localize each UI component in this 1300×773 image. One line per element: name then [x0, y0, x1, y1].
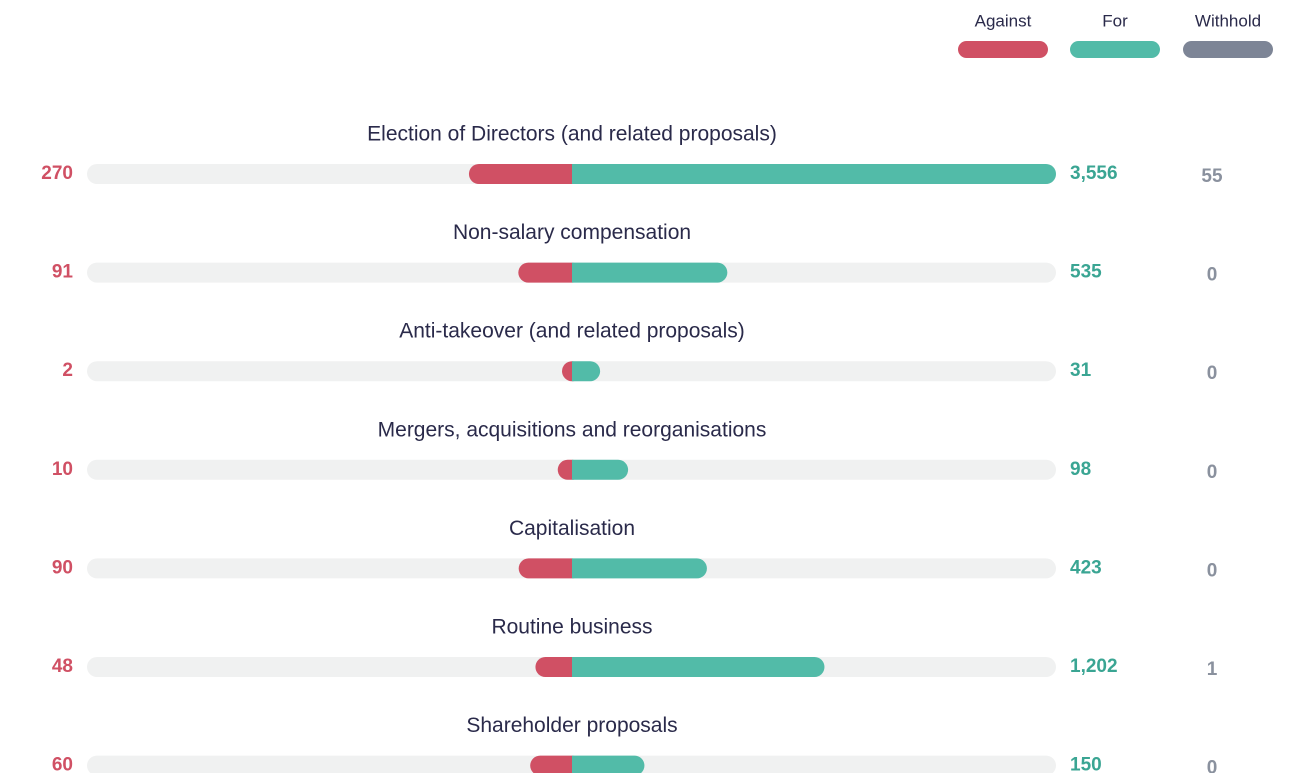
against-bar	[468, 164, 582, 184]
for-bar	[572, 361, 601, 382]
withhold-value: 0	[1207, 363, 1218, 384]
category-label: Anti-takeover (and related proposals)	[399, 320, 745, 343]
for-value: 31	[1070, 360, 1092, 381]
against-value: 10	[52, 459, 73, 480]
against-value: 91	[52, 262, 74, 283]
against-value: 90	[52, 557, 73, 578]
category-label: Mergers, acquisitions and reorganisation…	[378, 418, 767, 441]
legend-swatch	[1183, 41, 1273, 58]
for-value: 150	[1070, 755, 1102, 773]
legend-swatch	[1070, 41, 1160, 58]
for-value: 98	[1070, 459, 1091, 480]
for-bar	[572, 459, 629, 480]
withhold-value: 0	[1207, 462, 1218, 483]
against-bar	[530, 755, 582, 773]
against-value: 48	[52, 656, 73, 677]
against-bar	[518, 262, 582, 283]
withhold-value: 0	[1207, 560, 1218, 581]
for-value: 1,202	[1070, 656, 1118, 677]
legend-label: Against	[975, 11, 1032, 30]
for-bar	[572, 164, 1056, 184]
for-bar	[572, 657, 825, 677]
category-label: Routine business	[491, 616, 652, 639]
withhold-value: 0	[1207, 265, 1218, 286]
for-value: 535	[1070, 262, 1102, 283]
for-bar	[572, 558, 707, 579]
category-label: Non-salary compensation	[453, 221, 691, 244]
against-bar	[535, 657, 582, 677]
withhold-value: 0	[1207, 758, 1218, 773]
for-value: 423	[1070, 557, 1102, 578]
against-value: 270	[41, 163, 73, 184]
against-value: 60	[52, 755, 73, 773]
category-label: Election of Directors (and related propo…	[367, 123, 777, 146]
category-label: Shareholder proposals	[466, 714, 677, 737]
legend-swatch	[958, 41, 1048, 58]
for-bar	[572, 262, 728, 283]
for-value: 3,556	[1070, 163, 1118, 184]
against-value: 2	[62, 360, 73, 381]
legend-label: For	[1102, 11, 1128, 30]
for-bar	[572, 755, 645, 773]
withhold-value: 1	[1207, 659, 1218, 680]
legend-label: Withhold	[1195, 11, 1261, 30]
category-label: Capitalisation	[509, 517, 635, 540]
withhold-value: 55	[1201, 166, 1223, 187]
against-bar	[518, 558, 582, 579]
